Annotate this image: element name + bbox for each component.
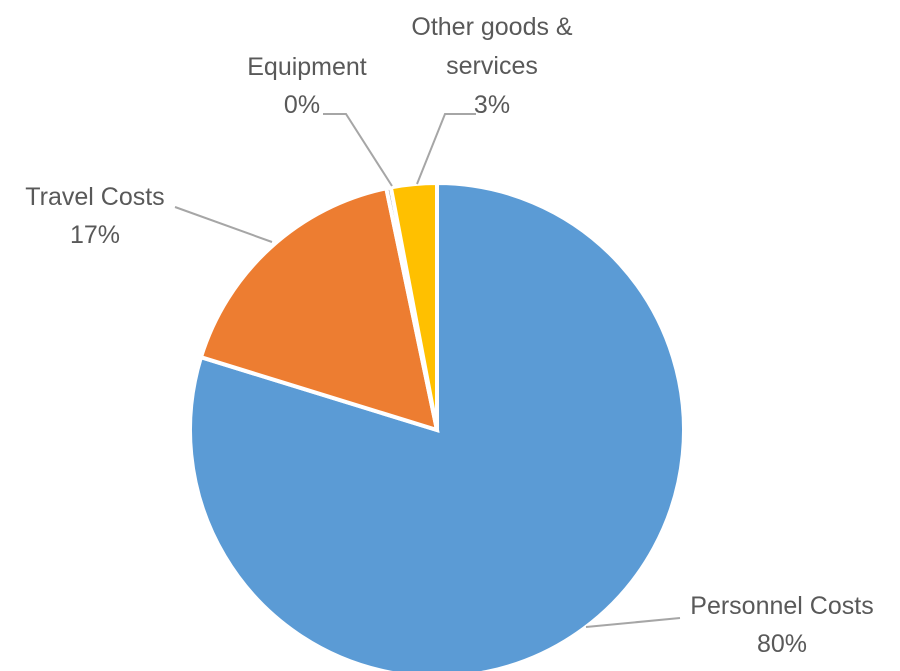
label-equipment-name: Equipment [247,53,367,81]
pie-slice-other-goods-services [388,180,439,431]
label-personnel-value: 80% [757,630,807,658]
leader-line-personnel [585,617,681,628]
label-travel-value: 17% [70,221,120,249]
leader-line-other [416,113,476,185]
label-travel-name: Travel Costs [25,183,164,211]
label-other-value: 3% [474,91,510,119]
pie-slice-travel-costs [198,185,440,433]
pie-slices [188,180,686,671]
leader-line-equipment [323,113,393,187]
label-personnel-name: Personnel Costs [690,592,873,620]
leader-line-travel [174,206,273,243]
label-other-name-line1: Other goods & [411,13,573,41]
label-other-name-line2: services [446,52,538,80]
label-equipment-value: 0% [284,91,320,119]
